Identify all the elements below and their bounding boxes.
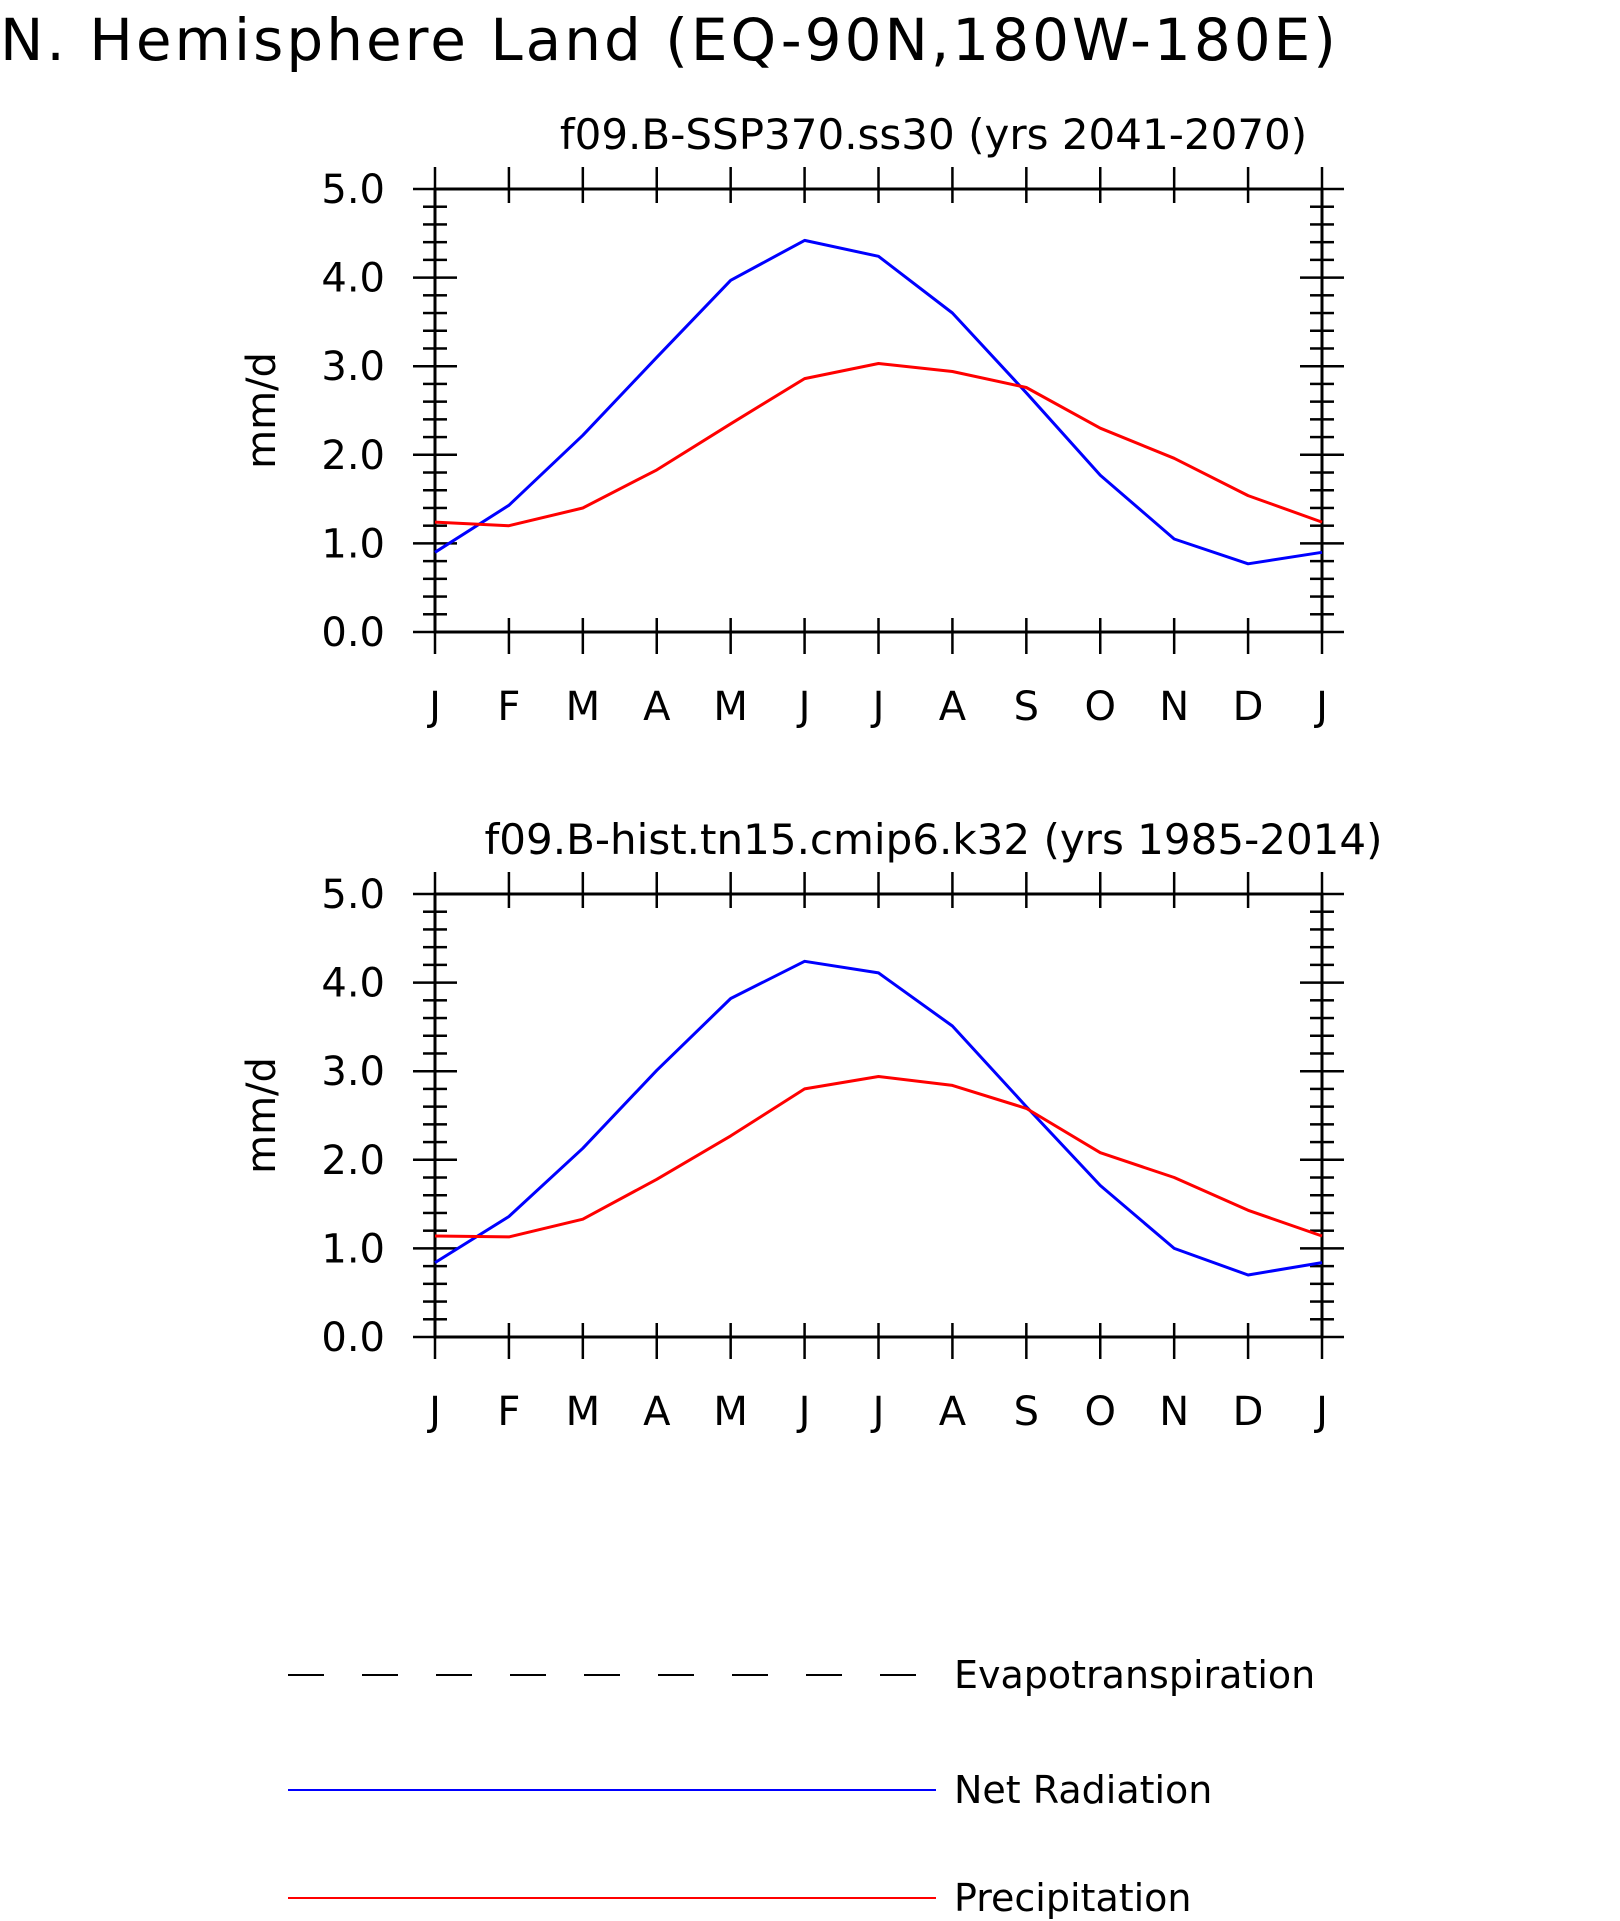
series-line-net-radiation xyxy=(434,238,1323,566)
y-axis-label: mm/d xyxy=(239,352,285,469)
x-tick-label: J xyxy=(870,1389,885,1435)
series-line-net-radiation xyxy=(434,959,1323,1277)
x-tick-label: J xyxy=(1313,684,1328,730)
panel-title: f09.B-hist.tn15.cmip6.k32 (yrs 1985-2014… xyxy=(485,815,1383,864)
x-tick-label: D xyxy=(1233,684,1264,730)
x-tick-label: A xyxy=(643,1389,671,1435)
y-tick-label: 3.0 xyxy=(321,344,385,390)
x-tick-label: S xyxy=(1014,684,1039,730)
y-tick-label: 0.0 xyxy=(321,610,385,656)
x-tick-label: F xyxy=(497,1389,520,1435)
y-tick-label: 2.0 xyxy=(321,1138,385,1184)
x-tick-label: N xyxy=(1159,684,1189,730)
chart-panel-bottom: f09.B-hist.tn15.cmip6.k32 (yrs 1985-2014… xyxy=(239,815,1383,1435)
chart-panel-top: f09.B-SSP370.ss30 (yrs 2041-2070) 0.0 1.0 2… xyxy=(239,110,1344,730)
x-tick-label: O xyxy=(1085,1389,1116,1435)
y-tick-label: 4.0 xyxy=(321,256,385,302)
legend-label: Net Radiation xyxy=(954,1768,1212,1812)
y-tick-label: 1.0 xyxy=(321,1226,385,1272)
x-tick-label: J xyxy=(796,1389,811,1435)
x-tick-label: F xyxy=(497,684,520,730)
x-tick-label: J xyxy=(426,1389,441,1435)
series-line-precipitation xyxy=(434,362,1323,528)
x-tick-label: M xyxy=(566,1389,601,1435)
y-tick-label: 5.0 xyxy=(321,167,385,213)
legend: Evapotranspiration Net Radiation Precipita… xyxy=(288,1653,1315,1920)
x-tick-label: M xyxy=(566,684,601,730)
legend-label: Evapotranspiration xyxy=(954,1653,1315,1697)
x-tick-label: J xyxy=(796,684,811,730)
x-tick-label: J xyxy=(1313,1389,1328,1435)
y-tick-label: 4.0 xyxy=(321,961,385,1007)
y-tick-label: 2.0 xyxy=(321,433,385,479)
legend-label: Precipitation xyxy=(954,1876,1192,1920)
x-tick-label: D xyxy=(1233,1389,1264,1435)
series-line-precipitation xyxy=(434,1075,1323,1239)
x-tick-label: A xyxy=(643,684,671,730)
x-tick-label: J xyxy=(870,684,885,730)
x-tick-label: J xyxy=(426,684,441,730)
plot-frame xyxy=(433,892,1324,1339)
x-tick-label: S xyxy=(1014,1389,1039,1435)
y-tick-label: 5.0 xyxy=(321,872,385,918)
x-tick-label: O xyxy=(1085,684,1116,730)
x-tick-label: A xyxy=(939,1389,967,1435)
y-tick-label: 0.0 xyxy=(321,1315,385,1361)
panel-title: f09.B-SSP370.ss30 (yrs 2041-2070) xyxy=(560,110,1307,159)
x-tick-label: A xyxy=(939,684,967,730)
y-axis-label: mm/d xyxy=(239,1057,285,1174)
figure-title: N. Hemisphere Land (EQ-90N,180W-180E) xyxy=(0,6,1339,74)
x-tick-label: M xyxy=(713,684,748,730)
y-tick-label: 1.0 xyxy=(321,521,385,567)
x-tick-label: M xyxy=(713,1389,748,1435)
y-tick-label: 3.0 xyxy=(321,1049,385,1095)
x-tick-label: N xyxy=(1159,1389,1189,1435)
